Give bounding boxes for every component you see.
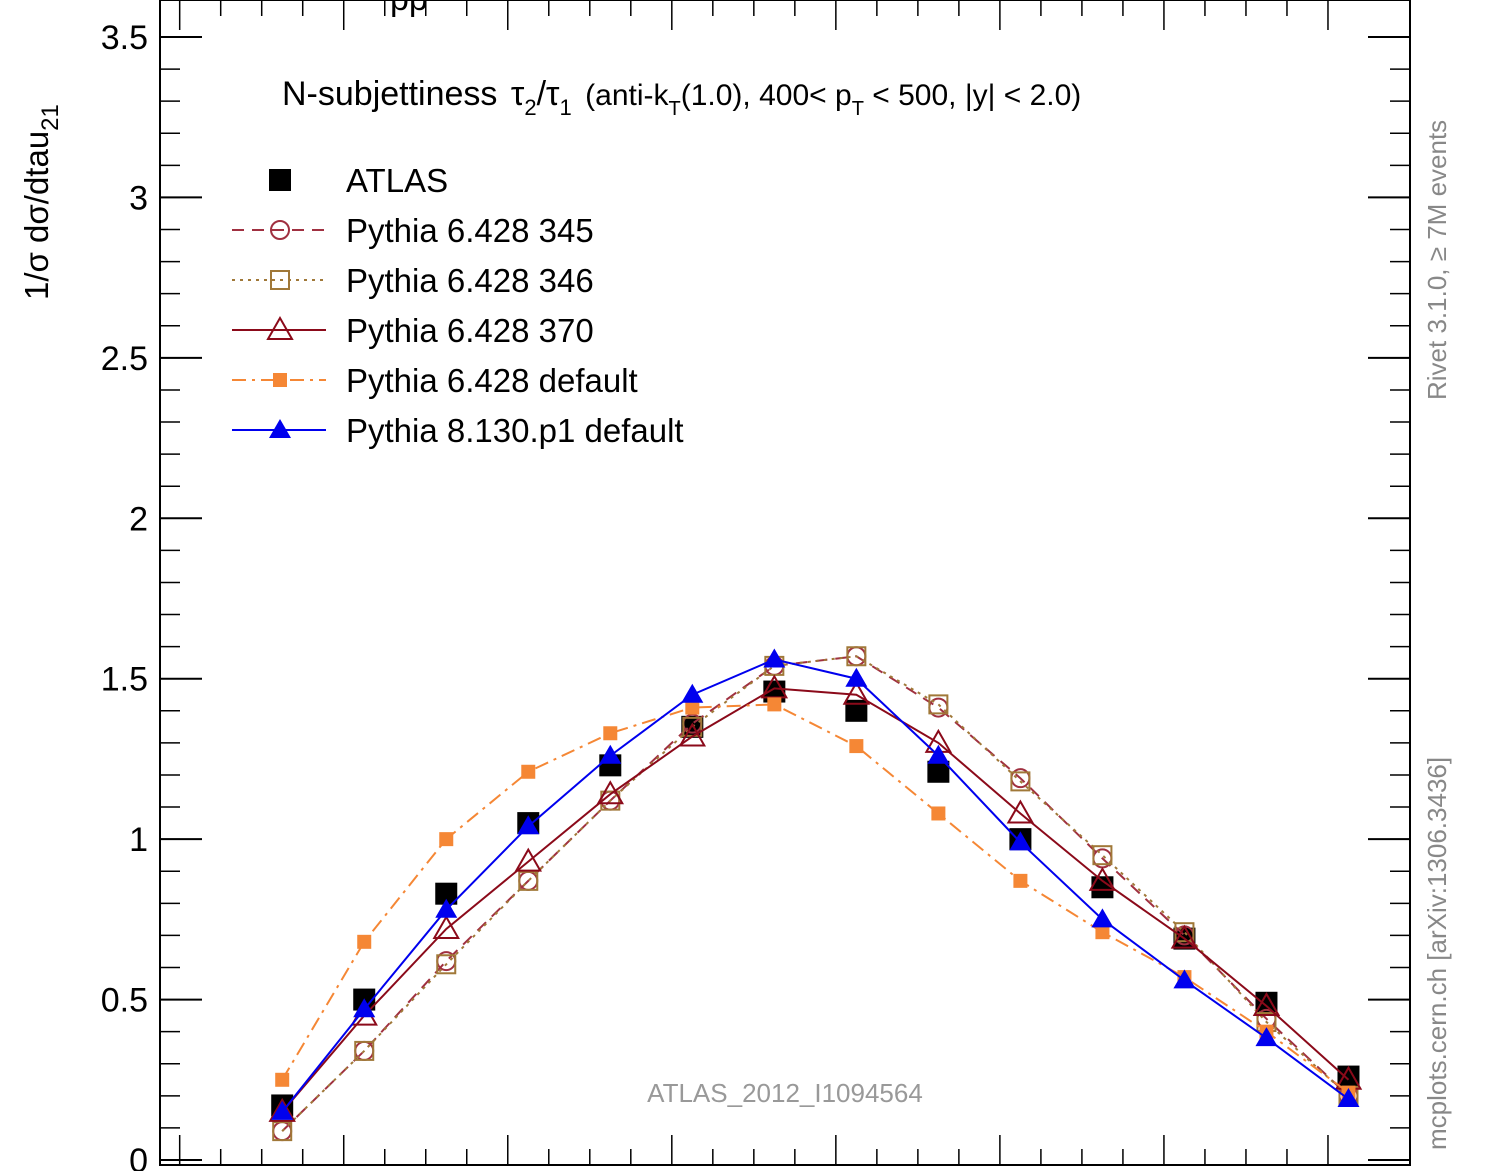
data-point: [1092, 845, 1113, 866]
data-point: [271, 1100, 294, 1120]
data-point: [1170, 924, 1199, 949]
series-layer: [268, 646, 1363, 1142]
data-point: [1010, 771, 1031, 792]
y-axis-ticks: 0 0.5 1 1.5 2 2.5 3 3.5: [101, 19, 1410, 1171]
data-point: [1337, 1088, 1360, 1108]
data-point: [596, 780, 625, 805]
y-tick-label: 1: [129, 821, 148, 859]
data-point: [353, 998, 376, 1018]
data-point: [1252, 991, 1281, 1016]
y-tick-label: 2: [129, 500, 148, 538]
data-point: [514, 847, 542, 872]
data-point: [1173, 969, 1196, 989]
data-point: [436, 954, 457, 975]
legend-marker: [270, 220, 290, 240]
data-point: [842, 680, 871, 705]
top-clipped-label: pp: [390, 0, 428, 18]
data-point: [1255, 1027, 1278, 1047]
series-atlas: [271, 680, 1360, 1117]
data-point: [275, 1072, 290, 1087]
data-point: [846, 646, 867, 667]
legend-item: Pythia 8.130.p1 default: [232, 412, 684, 449]
legend-marker: [269, 169, 291, 191]
data-point: [1009, 831, 1032, 851]
data-point: [1095, 925, 1110, 940]
y-tick-label: 3: [129, 179, 148, 217]
legend-marker: [266, 315, 294, 340]
data-point: [927, 744, 950, 764]
series-pythia-8-130-p1-default: [271, 648, 1360, 1120]
data-point: [435, 898, 458, 918]
series-line: [281, 687, 1350, 1113]
analysis-id-label: ATLAS_2012_I1094564: [647, 1078, 923, 1108]
legend: ATLAS Pythia 6.428 345 Pythia 6.428 346 Pyt…: [232, 162, 684, 449]
data-point: [845, 699, 868, 722]
y-tick-label: 1.5: [101, 661, 148, 699]
data-point: [1091, 876, 1114, 899]
data-point: [931, 806, 946, 821]
data-point: [1088, 866, 1117, 891]
legend-marker: [273, 373, 287, 387]
y-tick-label: 3.5: [101, 19, 148, 57]
data-point: [763, 648, 786, 668]
data-point: [272, 1121, 293, 1142]
side-label-top: Rivet 3.1.0, ≥ 7M events: [1422, 120, 1452, 400]
data-point: [760, 674, 789, 699]
y-axis-label-group: 1/σ dσ/dtau21: [18, 104, 64, 300]
y-tick-label: 2.5: [101, 340, 148, 378]
data-point: [845, 667, 868, 687]
legend-item: Pythia 6.428 default: [232, 362, 638, 399]
data-point: [1091, 908, 1114, 928]
legend-label: Pythia 6.428 345: [346, 212, 594, 249]
data-point: [928, 694, 949, 715]
side-label-bottom: mcplots.cern.ch [arXiv:1306.3436]: [1422, 757, 1452, 1150]
chart-title: N-subjettiness τ2/τ1 (anti-kT(1.0), 400<…: [282, 75, 1081, 123]
legend-item: Pythia 6.428 370: [232, 312, 594, 349]
legend-label: Pythia 6.428 346: [346, 262, 594, 299]
data-point: [927, 760, 950, 783]
legend-item: ATLAS: [269, 162, 448, 199]
side-label-bottom-group: mcplots.cern.ch [arXiv:1306.3436]: [1422, 757, 1452, 1150]
legend-item: Pythia 6.428 345: [232, 212, 594, 249]
legend-marker: [269, 419, 291, 438]
data-point: [439, 832, 454, 847]
y-tick-label: 0: [129, 1142, 148, 1171]
data-point: [1337, 1065, 1360, 1088]
data-point: [599, 744, 622, 764]
data-point: [521, 764, 536, 779]
series-pythia-6-428-370: [268, 674, 1363, 1122]
data-point: [1255, 991, 1278, 1014]
legend-item: Pythia 6.428 346: [232, 262, 594, 299]
side-label-top-group: Rivet 3.1.0, ≥ 7M events: [1422, 120, 1452, 400]
legend-label: Pythia 6.428 default: [346, 362, 638, 399]
data-point: [1006, 799, 1035, 824]
data-point: [435, 882, 458, 905]
legend-label: ATLAS: [346, 162, 448, 199]
x-axis-ticks: [178, 0, 1329, 1165]
legend-label: Pythia 8.130.p1 default: [346, 412, 684, 449]
series-line: [281, 658, 1350, 1113]
data-point: [1013, 873, 1028, 888]
data-point: [354, 1040, 375, 1061]
y-tick-label: 0.5: [101, 982, 148, 1020]
data-point: [517, 815, 540, 835]
data-point: [678, 722, 707, 747]
data-point: [849, 739, 864, 754]
data-point: [518, 870, 539, 891]
legend-marker: [270, 270, 290, 290]
y-axis-label: 1/σ dσ/dtau21: [18, 104, 64, 300]
data-point: [685, 700, 700, 715]
data-point: [767, 697, 782, 712]
data-point: [681, 683, 704, 703]
data-point: [603, 726, 618, 741]
legend-label: Pythia 6.428 370: [346, 312, 594, 349]
data-point: [357, 934, 372, 949]
data-point: [432, 914, 460, 939]
data-point: [268, 1097, 296, 1122]
